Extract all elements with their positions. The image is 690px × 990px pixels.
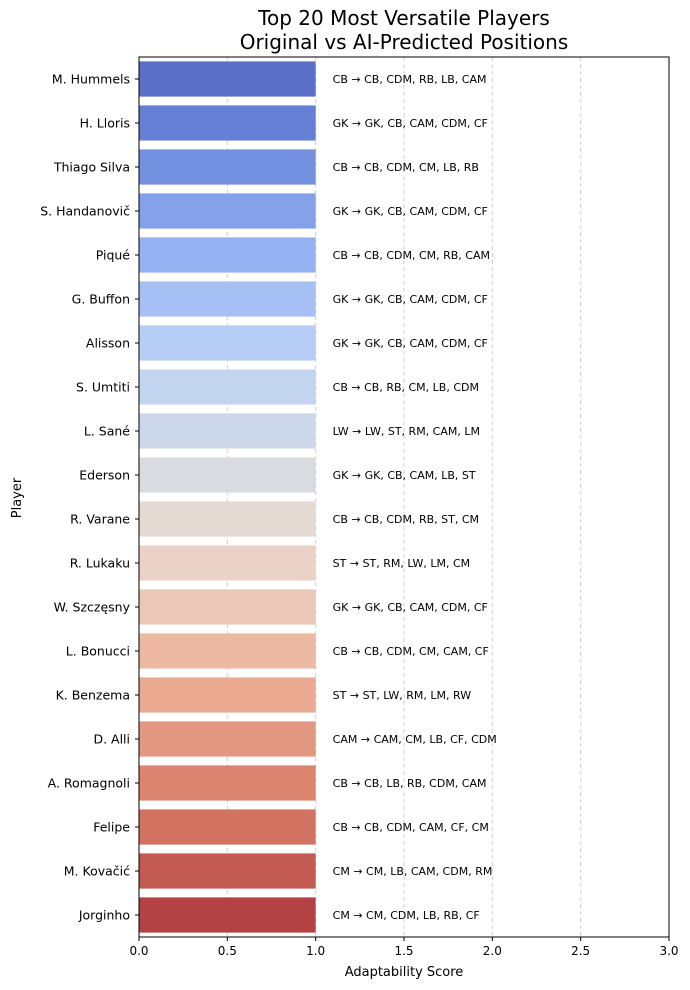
bar bbox=[139, 677, 316, 713]
chart-title-line-1: Top 20 Most Versatile Players bbox=[257, 6, 550, 30]
bar bbox=[139, 325, 316, 361]
y-tick-label: S. Handanovič bbox=[40, 204, 130, 219]
bar-annotation: GK → GK, CB, CAM, CDM, CF bbox=[333, 117, 488, 130]
y-tick-label: R. Lukaku bbox=[70, 556, 130, 571]
plot-frame bbox=[138, 56, 670, 938]
y-tick-label: S. Umtiti bbox=[76, 380, 130, 395]
bar-annotation: CM → CM, CDM, LB, RB, CF bbox=[333, 909, 480, 922]
bar bbox=[139, 457, 316, 493]
y-tick-label: L. Sané bbox=[84, 424, 130, 439]
bar-annotation: GK → GK, CB, CAM, CDM, CF bbox=[333, 337, 488, 350]
bar bbox=[139, 501, 316, 537]
y-axis-label: Player bbox=[10, 477, 25, 518]
bar bbox=[139, 149, 316, 185]
y-tick-label: W. Szczęsny bbox=[54, 600, 131, 615]
x-axis: 0.0 0.5 1.0 1.5 2.0 2.5 3.0 bbox=[129, 937, 679, 958]
bar-annotation: GK → GK, CB, CAM, CDM, CF bbox=[333, 601, 488, 614]
grid-layer bbox=[138, 57, 670, 937]
bar bbox=[139, 809, 316, 845]
bar-layer bbox=[139, 61, 316, 933]
x-tick-label: 1.5 bbox=[394, 944, 413, 958]
bar bbox=[139, 721, 316, 757]
bar bbox=[139, 237, 316, 273]
y-tick-label: D. Alli bbox=[93, 732, 130, 747]
bar-annotation: CB → CB, CDM, CM, LB, RB bbox=[333, 161, 479, 174]
bar bbox=[139, 545, 316, 581]
x-tick-label: 2.5 bbox=[571, 944, 590, 958]
y-tick-label: M. Kovačić bbox=[64, 864, 130, 879]
y-tick-label: L. Bonucci bbox=[66, 644, 130, 659]
x-axis-label: Adaptability Score bbox=[345, 965, 464, 980]
y-tick-label: G. Buffon bbox=[72, 292, 130, 307]
bar-annotation: GK → GK, CB, CAM, LB, ST bbox=[333, 469, 476, 482]
bar bbox=[139, 633, 316, 669]
bar-annotation: GK → GK, CB, CAM, CDM, CF bbox=[333, 293, 488, 306]
bar-annotation: CB → CB, CDM, RB, LB, CAM bbox=[333, 73, 487, 86]
y-tick-label: Alisson bbox=[86, 336, 130, 351]
bar-annotation: CB → CB, LB, RB, CDM, CAM bbox=[333, 777, 487, 790]
bar-annotation: ST → ST, RM, LW, LM, CM bbox=[333, 557, 471, 570]
y-tick-label: Felipe bbox=[93, 820, 130, 835]
bar-annotation: CB → CB, CDM, CM, CAM, CF bbox=[333, 645, 489, 658]
y-tick-label: Piqué bbox=[96, 248, 131, 263]
y-tick-label: H. Lloris bbox=[80, 116, 130, 131]
x-tick-label: 1.0 bbox=[306, 944, 325, 958]
y-axis: M. Hummels H. Lloris Thiago Silva S. Handan… bbox=[40, 72, 139, 923]
bar bbox=[139, 853, 316, 889]
bar bbox=[139, 61, 316, 97]
x-tick-label: 0.5 bbox=[218, 944, 237, 958]
bar bbox=[139, 281, 316, 317]
bar-annotation: CB → CB, RB, CM, LB, CDM bbox=[333, 381, 479, 394]
bar-annotation: GK → GK, CB, CAM, CDM, CF bbox=[333, 205, 488, 218]
bar bbox=[139, 105, 316, 141]
bar bbox=[139, 765, 316, 801]
bar bbox=[139, 413, 316, 449]
annotation-layer: CB → CB, CDM, RB, LB, CAM GK → GK, CB, CA… bbox=[333, 73, 497, 922]
bar bbox=[139, 369, 316, 405]
bar-annotation: CAM → CAM, CM, LB, CF, CDM bbox=[333, 733, 497, 746]
y-tick-label: A. Romagnoli bbox=[48, 776, 130, 791]
y-tick-label: K. Benzema bbox=[56, 688, 130, 703]
x-tick-label: 2.0 bbox=[483, 944, 502, 958]
y-tick-label: M. Hummels bbox=[52, 72, 130, 87]
y-tick-label: R. Varane bbox=[70, 512, 130, 527]
x-tick-label: 0.0 bbox=[129, 944, 148, 958]
y-tick-label: Ederson bbox=[79, 468, 130, 483]
y-tick-label: Thiago Silva bbox=[53, 160, 130, 175]
bar bbox=[139, 589, 316, 625]
bar-annotation: CB → CB, CDM, CM, RB, CAM bbox=[333, 249, 490, 262]
bar-annotation: CB → CB, CDM, CAM, CF, CM bbox=[333, 821, 489, 834]
bar-annotation: CB → CB, CDM, RB, ST, CM bbox=[333, 513, 479, 526]
bar bbox=[139, 193, 316, 229]
y-tick-label: Jorginho bbox=[78, 908, 130, 923]
chart-title-line-2: Original vs AI-Predicted Positions bbox=[240, 30, 569, 54]
bar-annotation: CM → CM, LB, CAM, CDM, RM bbox=[333, 865, 493, 878]
bar-annotation: ST → ST, LW, RM, LM, RW bbox=[333, 689, 472, 702]
x-tick-label: 3.0 bbox=[659, 944, 678, 958]
bar-annotation: LW → LW, ST, RM, CAM, LM bbox=[333, 425, 480, 438]
bar bbox=[139, 897, 316, 933]
